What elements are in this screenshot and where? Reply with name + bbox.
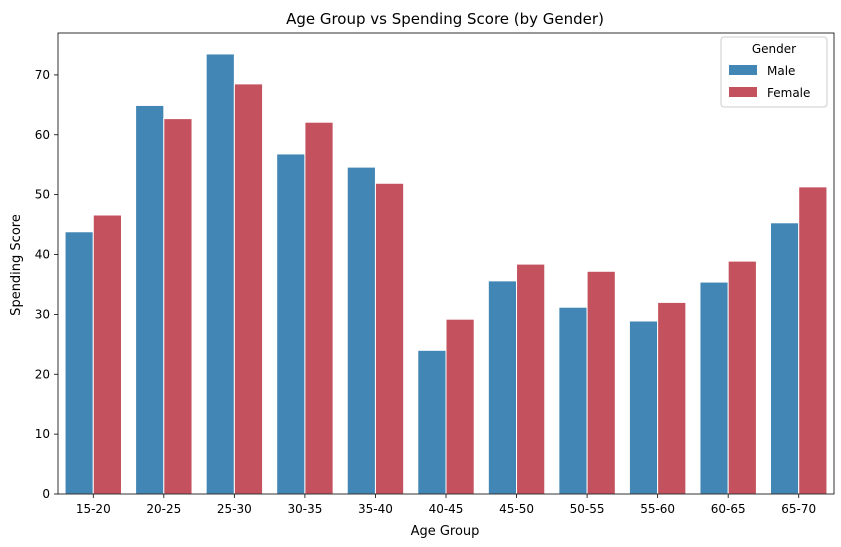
x-tick-label: 15-20	[76, 502, 111, 516]
y-axis: 0 10 20 30 40 50 60 70	[35, 68, 58, 501]
bar-female-55-60	[657, 301, 687, 495]
bar-male-15-20	[64, 231, 94, 495]
legend-title: Gender	[752, 42, 796, 56]
bar-female-60-65	[727, 260, 757, 495]
bar-male-25-30	[205, 53, 235, 495]
y-axis-label: Spending Score	[9, 214, 24, 316]
x-tick-label: 30-35	[287, 502, 322, 516]
x-tick-label: 45-50	[499, 502, 534, 516]
bar-female-15-20	[92, 214, 122, 495]
x-axis: 15-20 20-25 25-30 30-35 35-40 40-45 45-50 50-55…	[76, 494, 816, 516]
y-tick-label: 60	[35, 128, 50, 142]
x-tick-label: 60-65	[711, 502, 746, 516]
bar-male-35-40	[346, 166, 376, 495]
bar-female-20-25	[163, 118, 193, 495]
legend-swatch-female	[729, 87, 757, 97]
legend-label-female: Female	[767, 86, 810, 100]
bar-female-40-45	[445, 318, 475, 495]
x-axis-label: Age Group	[411, 524, 480, 539]
plot-area	[57, 32, 835, 495]
legend-swatch-male	[729, 65, 757, 75]
bar-male-50-55	[558, 306, 588, 495]
y-tick-label: 10	[35, 427, 50, 441]
y-tick-label: 50	[35, 188, 50, 202]
legend-label-male: Male	[767, 64, 795, 78]
bar-female-35-40	[374, 182, 405, 495]
x-tick-label: 20-25	[146, 502, 181, 516]
bar-male-60-65	[699, 281, 729, 495]
y-tick-label: 40	[35, 248, 50, 262]
bar-male-20-25	[135, 104, 165, 495]
bar-female-50-55	[586, 270, 616, 495]
y-tick-label: 70	[35, 68, 50, 82]
y-tick-label: 0	[42, 487, 50, 501]
x-tick-label: 35-40	[358, 502, 393, 516]
y-tick-label: 30	[35, 307, 50, 321]
bar-male-30-35	[276, 153, 306, 495]
chart-title: Age Group vs Spending Score (by Gender)	[286, 10, 604, 28]
legend: Gender Male Female	[720, 36, 828, 108]
bar-female-45-50	[516, 263, 546, 495]
bar-male-40-45	[417, 349, 447, 495]
x-tick-label: 40-45	[429, 502, 464, 516]
x-tick-label: 65-70	[781, 502, 816, 516]
x-tick-label: 55-60	[640, 502, 675, 516]
x-tick-label: 25-30	[217, 502, 252, 516]
bar-female-65-70	[798, 186, 828, 495]
bar-male-55-60	[628, 320, 659, 495]
bar-female-30-35	[304, 121, 334, 495]
y-tick-label: 20	[35, 367, 50, 381]
bar-female-25-30	[233, 83, 264, 495]
bar-male-65-70	[770, 222, 800, 495]
x-tick-label: 50-55	[570, 502, 605, 516]
bar-male-45-50	[487, 280, 518, 495]
